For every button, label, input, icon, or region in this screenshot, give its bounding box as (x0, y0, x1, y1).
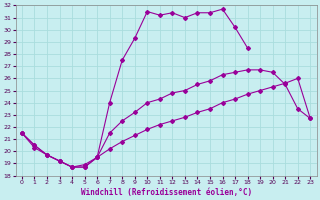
X-axis label: Windchill (Refroidissement éolien,°C): Windchill (Refroidissement éolien,°C) (81, 188, 252, 197)
